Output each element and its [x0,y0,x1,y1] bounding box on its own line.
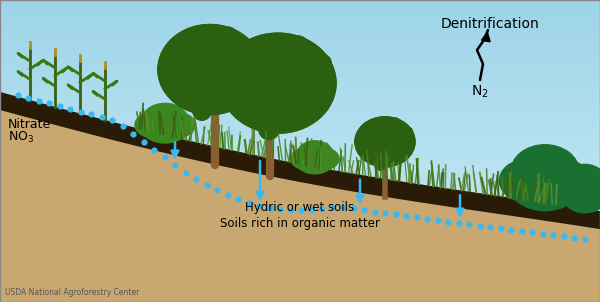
Circle shape [182,86,200,103]
Ellipse shape [538,160,590,202]
Circle shape [164,45,182,63]
Circle shape [158,59,179,80]
Ellipse shape [220,33,336,133]
Ellipse shape [135,112,170,138]
Circle shape [231,69,249,87]
Ellipse shape [232,43,325,113]
Text: Denitrification: Denitrification [440,17,539,31]
Ellipse shape [511,145,579,199]
Circle shape [259,119,279,140]
Circle shape [239,75,256,92]
Circle shape [312,54,331,73]
Ellipse shape [560,169,600,213]
Ellipse shape [565,175,600,210]
Ellipse shape [158,24,262,114]
Circle shape [205,89,223,108]
Circle shape [359,133,371,146]
Circle shape [382,153,392,163]
Circle shape [377,120,386,129]
Text: N$_2$: N$_2$ [471,84,489,100]
Ellipse shape [297,141,333,168]
Circle shape [192,89,214,111]
Circle shape [355,136,367,148]
Circle shape [298,90,317,109]
Ellipse shape [361,122,409,157]
Circle shape [181,51,194,65]
Text: Soils rich in organic matter: Soils rich in organic matter [220,217,380,230]
Circle shape [228,67,251,90]
Circle shape [227,56,247,76]
Circle shape [295,88,316,108]
Circle shape [403,127,413,137]
Ellipse shape [169,34,251,97]
Circle shape [220,27,237,44]
Circle shape [380,157,390,167]
Circle shape [245,63,260,78]
Circle shape [391,118,400,128]
Circle shape [241,43,258,60]
Ellipse shape [291,148,319,169]
Circle shape [225,70,244,88]
Circle shape [193,102,211,120]
Ellipse shape [140,107,190,143]
Ellipse shape [499,160,553,202]
Polygon shape [0,92,600,302]
Circle shape [295,83,316,104]
Circle shape [256,108,278,130]
Circle shape [220,72,243,95]
Ellipse shape [580,175,600,206]
Ellipse shape [220,33,336,133]
Circle shape [268,114,288,133]
Text: Hydric or wet soils: Hydric or wet soils [245,201,355,214]
Circle shape [247,56,264,74]
Ellipse shape [555,175,590,206]
Circle shape [375,160,386,170]
Circle shape [359,128,369,138]
Ellipse shape [311,148,339,169]
Ellipse shape [355,117,415,167]
Circle shape [394,142,404,153]
Circle shape [386,120,396,129]
Circle shape [289,36,308,55]
Circle shape [301,82,322,103]
Text: USDA National Agroforestry Center: USDA National Agroforestry Center [5,288,139,297]
Circle shape [190,92,210,111]
Ellipse shape [145,112,185,141]
Circle shape [365,137,373,146]
Circle shape [247,101,266,120]
Circle shape [395,145,405,155]
Circle shape [212,30,229,47]
Ellipse shape [299,148,331,172]
Circle shape [368,132,376,139]
Circle shape [369,128,378,137]
Circle shape [196,30,212,47]
Ellipse shape [160,112,195,138]
Circle shape [394,144,404,155]
Circle shape [374,154,385,165]
Circle shape [165,55,187,76]
Ellipse shape [507,151,583,211]
Ellipse shape [158,24,262,114]
Ellipse shape [295,144,335,174]
Ellipse shape [515,160,575,208]
Circle shape [272,105,293,125]
Ellipse shape [563,164,600,204]
Circle shape [175,62,190,77]
Text: Nitrate: Nitrate [8,117,51,130]
Circle shape [227,76,245,93]
Circle shape [226,74,244,92]
Circle shape [375,152,388,165]
Circle shape [182,46,197,61]
Circle shape [258,104,283,129]
Text: NO$_3$: NO$_3$ [8,130,34,145]
Ellipse shape [143,103,187,136]
Ellipse shape [355,117,415,167]
Polygon shape [0,92,600,229]
Circle shape [397,141,407,152]
Circle shape [369,151,379,161]
Circle shape [202,97,219,114]
Circle shape [281,40,299,58]
Circle shape [262,40,280,57]
